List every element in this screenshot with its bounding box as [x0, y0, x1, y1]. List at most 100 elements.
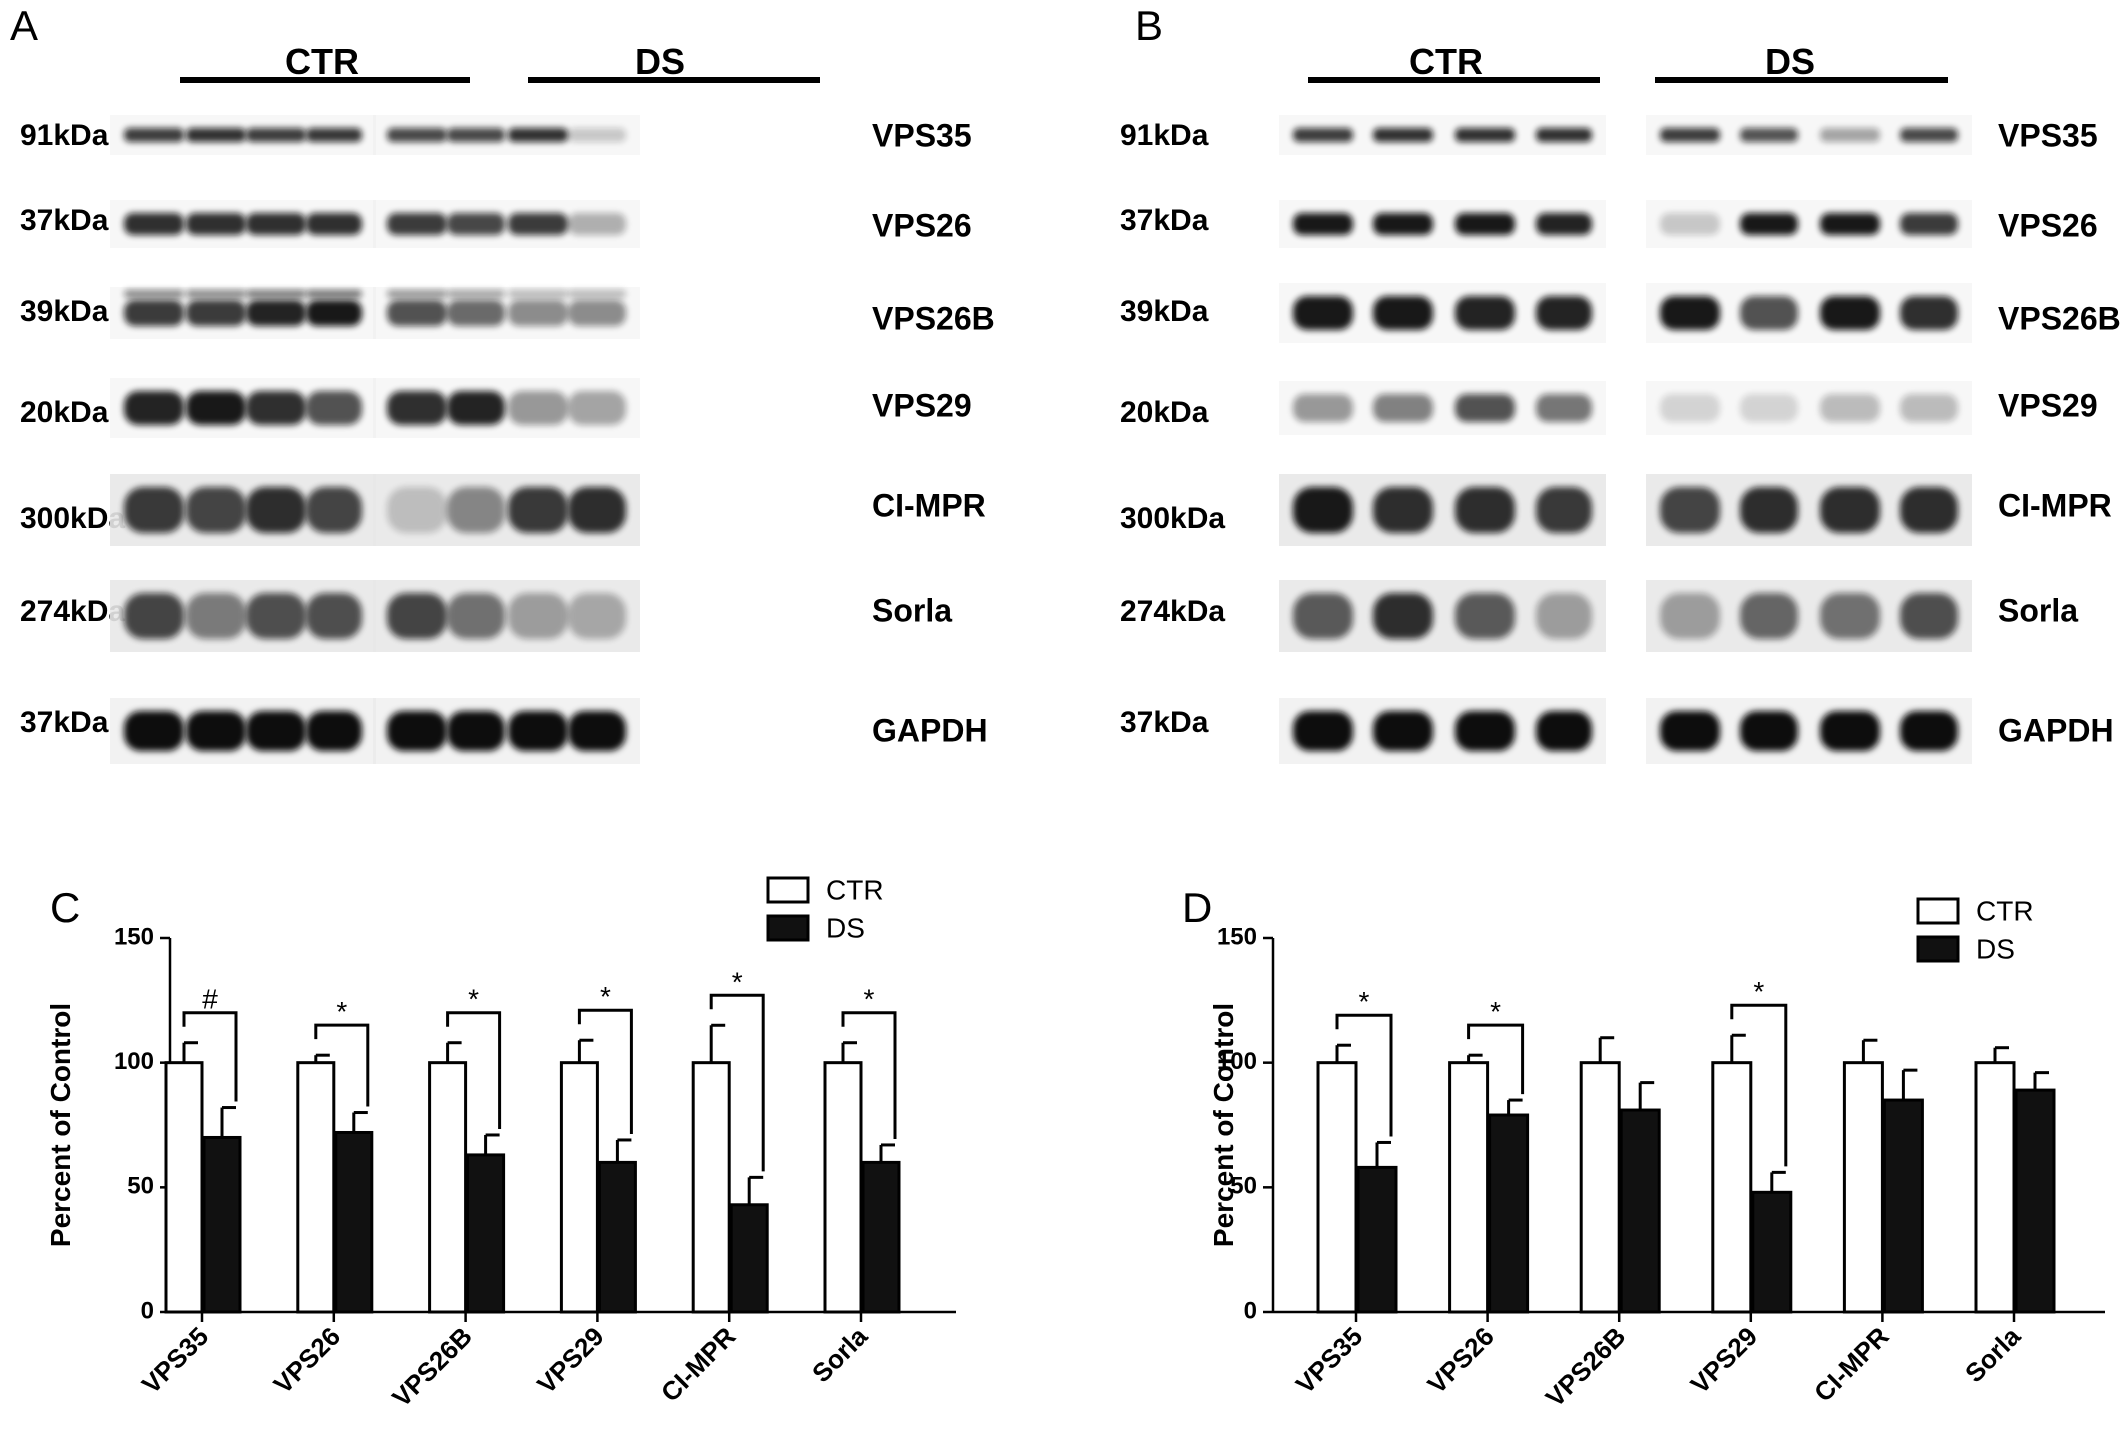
mw-label: 39kDa	[1120, 295, 1209, 328]
blot-row-gapdh: 37kDa GAPDH	[20, 698, 988, 764]
y-tick-label: 150	[1217, 923, 1257, 950]
panel-letter: C	[50, 884, 80, 931]
blot-band	[1660, 296, 1720, 330]
blot-band	[246, 128, 306, 142]
blot-band	[1740, 487, 1798, 533]
y-tick-label: 0	[1244, 1297, 1257, 1324]
group-label: CTR	[1409, 41, 1483, 82]
blot-band	[246, 593, 306, 639]
y-tick-label: 100	[1217, 1048, 1257, 1075]
significance-bracket	[577, 1008, 633, 1134]
significance-bracket	[1730, 1003, 1788, 1167]
blot-band	[1293, 296, 1353, 330]
blot-band	[124, 128, 184, 142]
ctr-bar	[559, 1061, 599, 1314]
blot-band	[1293, 593, 1353, 639]
blot-band	[1740, 593, 1798, 639]
mw-label: 20kDa	[1120, 396, 1209, 429]
protein-label: VPS35	[1998, 117, 2098, 153]
blot-band	[1900, 128, 1958, 142]
blot-band	[568, 300, 626, 326]
blot-band	[186, 593, 246, 639]
mw-label: 37kDa	[20, 204, 109, 237]
blot-band	[246, 487, 306, 533]
blot-band	[568, 487, 626, 533]
ds-bar	[861, 1160, 901, 1314]
blot-band-upper	[387, 290, 447, 298]
blot-band	[1373, 296, 1433, 330]
y-tick-label: 150	[114, 923, 154, 950]
mw-label: 37kDa	[1120, 706, 1209, 739]
blot-band	[387, 593, 447, 639]
y-tick-label: 50	[127, 1173, 154, 1200]
panel-letter: D	[1182, 884, 1212, 931]
protein-label: VPS29	[872, 387, 972, 423]
blot-band	[447, 487, 505, 533]
blot-row-vps26: 37kDa VPS26	[20, 200, 972, 248]
blot-band	[447, 711, 505, 751]
blot-band	[568, 593, 626, 639]
blot-panel-b: B CTR DS 91kDa VPS35 37kDa VPS26 39kDa VPS26B 20k…	[1120, 2, 2121, 764]
blot-band	[1373, 213, 1433, 235]
protein-label: VPS29	[1998, 387, 2098, 423]
panel-letter: A	[10, 2, 38, 49]
blot-band	[1660, 213, 1720, 235]
blot-band	[124, 593, 184, 639]
blot-band	[1820, 593, 1880, 639]
blot-band	[1820, 487, 1880, 533]
x-tick-label: VPS26	[1421, 1321, 1499, 1399]
ctr-bar	[1974, 1061, 2016, 1314]
legend-label-ds: DS	[1976, 933, 2015, 964]
significance-marker: *	[600, 981, 611, 1012]
mw-label: 274kDa	[1120, 595, 1225, 628]
category-group-ci-mpr: CI-MPR	[1808, 1038, 1924, 1408]
legend-swatch-ctr	[1916, 897, 1960, 925]
blot-band	[568, 711, 626, 751]
mw-label: 20kDa	[20, 396, 109, 429]
blot-band	[1455, 394, 1515, 422]
blot-band	[1293, 213, 1353, 235]
significance-marker: *	[732, 966, 743, 997]
group-label: CTR	[285, 41, 359, 82]
significance-bracket	[841, 1011, 897, 1139]
blot-band	[186, 300, 246, 326]
protein-label: GAPDH	[1998, 712, 2114, 748]
y-axis-label: Percent of Control	[45, 1003, 76, 1247]
category-group-ci-mpr: CI-MPR *	[655, 966, 769, 1408]
blot-band	[246, 300, 306, 326]
ctr-bar	[296, 1061, 336, 1314]
panel-letter: B	[1135, 2, 1163, 49]
blot-band	[1293, 711, 1353, 751]
ctr-bar	[164, 1061, 204, 1314]
x-tick-label: VPS26B	[1540, 1321, 1632, 1413]
mw-label: 300kDa	[1120, 502, 1225, 535]
category-group-vps26b: VPS26B	[1540, 1036, 1661, 1413]
blot-band-upper	[124, 290, 184, 298]
blot-band	[447, 213, 505, 235]
blot-row-ci-mpr: 300kDa CI-MPR	[20, 474, 986, 546]
blot-band-upper	[246, 290, 306, 298]
significance-marker: #	[202, 984, 218, 1015]
blot-band	[1900, 487, 1958, 533]
blot-band	[186, 128, 246, 142]
blot-band-upper	[447, 290, 505, 298]
legend: CTR DS	[1916, 895, 2034, 964]
blot-band	[186, 213, 246, 235]
blot-band	[1740, 394, 1798, 422]
blot-row-vps35: 91kDa VPS35	[20, 115, 972, 155]
category-group-vps26b: VPS26B *	[386, 984, 506, 1413]
blot-band	[246, 711, 306, 751]
blot-band	[1293, 487, 1353, 533]
blot-band	[1660, 593, 1720, 639]
category-group-vps26: VPS26 *	[268, 996, 374, 1399]
blot-band	[508, 593, 568, 639]
ds-bar	[1619, 1108, 1661, 1314]
blot-band	[1293, 394, 1353, 422]
blot-band-upper	[568, 290, 626, 298]
blot-band	[508, 487, 568, 533]
blot-row-ci-mpr: 300kDa CI-MPR	[1120, 474, 2112, 546]
blot-band	[124, 711, 184, 751]
protein-label: CI-MPR	[872, 487, 986, 523]
blot-row-vps26b: 39kDa VPS26B	[1120, 283, 2121, 343]
